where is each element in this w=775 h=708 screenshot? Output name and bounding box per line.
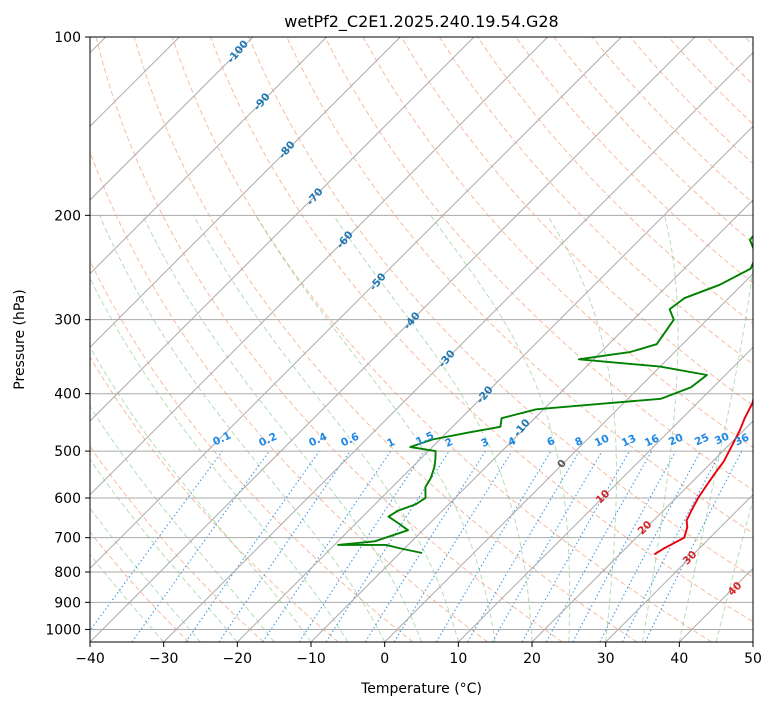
isotherm (310, 199, 753, 642)
y-axis: 100 200 300 400 500 600 700 800 900 1000 (45, 30, 90, 638)
moist-adiabat (99, 215, 386, 642)
dry-adiabat (400, 37, 753, 407)
isotherm (531, 420, 753, 642)
x-axis-title: Temperature (°C) (360, 681, 482, 697)
isotherm (90, 37, 401, 349)
mixing-ratio-label: 3 (479, 436, 491, 450)
y-tick-label: 200 (54, 208, 81, 224)
series-lines (337, 234, 753, 556)
dry-adiabat (90, 150, 488, 642)
moist-adiabat (90, 346, 312, 642)
mixing-ratio-label: 4 (506, 435, 518, 449)
isotherm (236, 125, 753, 642)
moist-adiabat (678, 264, 753, 642)
x-tick-label: −10 (296, 651, 326, 667)
mixing-ratio-label: 8 (573, 435, 585, 449)
isotherm (90, 37, 696, 642)
moist-adiabat (142, 215, 422, 642)
temperature-profile-line (653, 396, 753, 556)
isotherm (90, 37, 549, 496)
y-tick-label: 500 (54, 444, 81, 460)
plot-frame (89, 36, 754, 643)
moist-adiabat (547, 215, 617, 642)
y-tick-label: 300 (54, 313, 81, 329)
moist-adiabat (90, 553, 165, 642)
dry-adiabat (324, 37, 753, 491)
mixing-ratio-label: 16 (643, 432, 661, 449)
y-tick-label: 100 (54, 30, 81, 46)
moist-adiabat (715, 498, 753, 642)
mixing-ratio-label: 25 (693, 431, 711, 448)
mixing-ratio-label: 1 (385, 436, 397, 450)
x-tick-label: 0 (380, 651, 389, 667)
moist-adiabat (255, 215, 496, 642)
isotherm (90, 37, 475, 422)
isotherm (605, 493, 753, 642)
y-tick-label: 800 (54, 565, 81, 581)
x-tick-label: 30 (597, 651, 615, 667)
isotherm (163, 51, 753, 642)
x-tick-label: 20 (523, 651, 541, 667)
isotherm (90, 37, 622, 570)
dry-adiabat (133, 37, 638, 642)
y-tick-label: 1000 (45, 622, 81, 638)
y-tick-label: 600 (54, 491, 81, 507)
mixing-ratio-label: 13 (620, 432, 638, 449)
grid-lines (90, 37, 753, 642)
x-axis: −40 −30 −20 −10 0 10 20 30 40 50 (75, 642, 762, 667)
mixing-ratio-label: 10 (593, 432, 611, 449)
chart-title: wetPf2_C2E1.2025.240.19.54.G28 (284, 12, 558, 32)
dry-adiabat (171, 37, 712, 642)
x-tick-label: −30 (149, 651, 179, 667)
x-tick-label: −40 (75, 651, 105, 667)
y-tick-label: 400 (54, 387, 81, 403)
x-tick-label: −20 (223, 651, 253, 667)
isotherm (90, 37, 254, 201)
isotherm (457, 346, 753, 642)
x-tick-label: 40 (670, 651, 688, 667)
x-tick-label: 10 (449, 651, 467, 667)
mixing-ratio-label: 2 (443, 436, 455, 450)
isotherm (384, 272, 753, 642)
dry-adiabat (90, 356, 339, 642)
mixing-ratio-label: 20 (667, 431, 685, 448)
mixing-ratio-label: 6 (545, 435, 557, 449)
dry-adiabat (438, 37, 753, 366)
dry-adiabat (95, 37, 563, 642)
mixing-ratio-label: 36 (733, 431, 751, 448)
moist-adiabat (193, 215, 459, 642)
dewpoint-profile-line (337, 234, 753, 554)
moist-adiabat (430, 215, 571, 642)
y-axis-title: Pressure (hPa) (12, 289, 28, 389)
moist-adiabat (90, 458, 238, 642)
dry-adiabat (248, 37, 753, 578)
dry-adiabat (515, 37, 753, 284)
x-tick-label: 50 (744, 651, 762, 667)
moist-adiabat (642, 215, 679, 642)
mixing-ratio-label: 30 (713, 430, 731, 447)
dry-adiabat (90, 445, 264, 642)
moist-adiabat (90, 507, 201, 642)
dry-adiabat (210, 37, 753, 623)
isotherm (90, 37, 328, 275)
y-tick-label: 700 (54, 531, 81, 547)
y-tick-label: 900 (54, 595, 81, 611)
dry-adiabat (90, 531, 190, 642)
